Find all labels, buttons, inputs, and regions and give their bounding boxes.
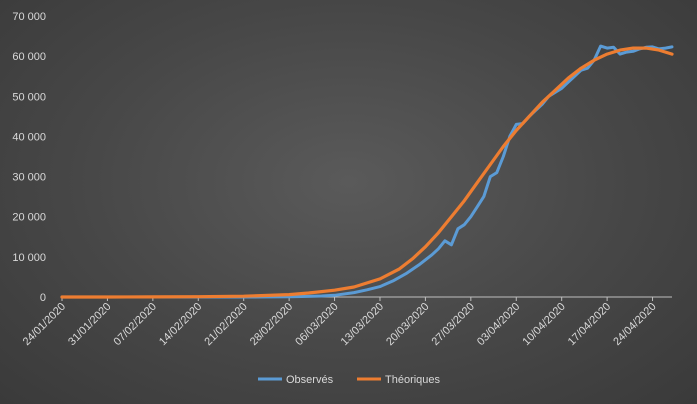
x-tick-label: 10/04/2020 [520, 301, 567, 348]
x-tick-label: 13/03/2020 [339, 301, 386, 348]
legend: Observés Théoriques [258, 374, 441, 386]
x-tick-label: 07/02/2020 [112, 301, 159, 348]
y-tick-label: 0 [40, 292, 46, 304]
x-tick-label: 28/02/2020 [248, 301, 295, 348]
y-tick-label: 50 000 [12, 91, 46, 103]
x-tick-label: 20/03/2020 [384, 301, 431, 348]
y-tick-label: 10 000 [12, 252, 46, 264]
y-axis: 0 10 000 20 000 30 000 40 000 50 000 60 000 70 … [12, 11, 46, 304]
x-tick-label: 24/01/2020 [21, 301, 68, 348]
y-tick-label: 70 000 [12, 11, 46, 23]
x-tick-label: 31/01/2020 [66, 301, 113, 348]
x-tick-label: 17/04/2020 [566, 301, 613, 348]
x-tick-label: 03/04/2020 [475, 301, 522, 348]
series-layer [60, 44, 674, 299]
series-line-0 [60, 44, 674, 299]
series-line-1 [60, 46, 674, 299]
y-tick-label: 20 000 [12, 212, 46, 224]
legend-label-0: Observés [286, 374, 334, 386]
y-tick-label: 60 000 [12, 51, 46, 63]
x-tick-label: 06/03/2020 [293, 301, 340, 348]
x-tick-label: 27/03/2020 [430, 301, 477, 348]
legend-label-1: Théoriques [385, 374, 441, 386]
y-tick-label: 30 000 [12, 172, 46, 184]
x-axis: 24/01/202031/01/202007/02/202014/02/2020… [21, 296, 672, 348]
x-tick-label: 14/02/2020 [157, 301, 204, 348]
y-tick-label: 40 000 [12, 131, 46, 143]
x-tick-label: 24/04/2020 [611, 301, 658, 348]
x-tick-label: 21/02/2020 [202, 301, 249, 348]
